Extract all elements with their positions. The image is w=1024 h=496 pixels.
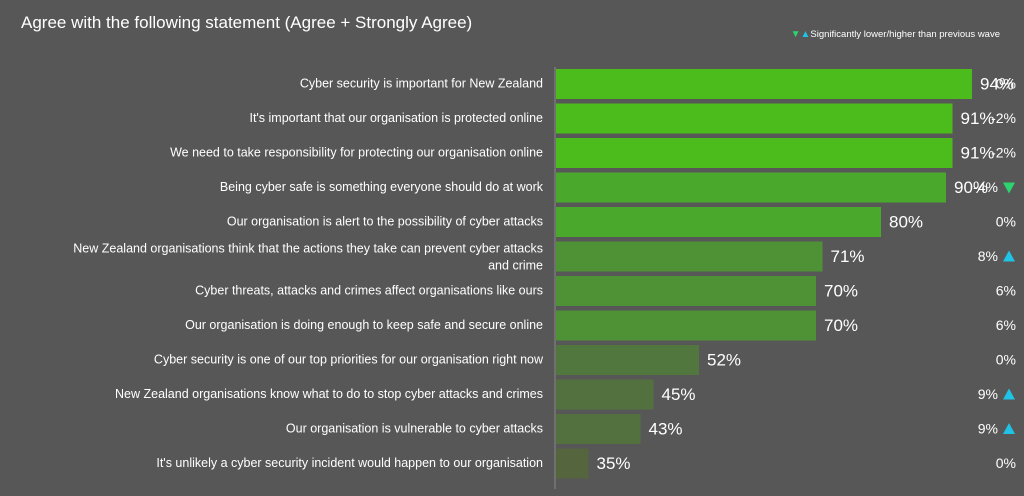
- value-label: 35%: [597, 454, 631, 473]
- triangle-up-icon: [1003, 388, 1015, 400]
- value-label: 71%: [831, 247, 865, 266]
- bar: [556, 103, 953, 134]
- value-label: 70%: [824, 316, 858, 335]
- triangle-down-icon: ▼: [790, 28, 801, 40]
- change-label: 6%: [996, 317, 1016, 333]
- change-label: 0%: [996, 214, 1016, 230]
- change-label: 0%: [996, 352, 1016, 368]
- triangle-down-icon: [1003, 182, 1015, 194]
- category-label: Cyber security is important for New Zeal…: [300, 76, 543, 90]
- category-label: Being cyber safe is something everyone s…: [220, 180, 544, 194]
- category-label: New Zealand organisations think that the…: [73, 242, 543, 273]
- bar: [556, 207, 881, 237]
- bar: [556, 172, 946, 203]
- value-label: 91%: [961, 143, 995, 162]
- bar: [556, 310, 816, 341]
- category-label: Our organisation is doing enough to keep…: [185, 318, 543, 332]
- bar: [556, 138, 953, 168]
- category-label: It's important that our organisation is …: [249, 111, 543, 125]
- chart-title: Agree with the following statement (Agre…: [21, 13, 473, 32]
- category-label: Our organisation is alert to the possibi…: [227, 214, 543, 228]
- category-label: Our organisation is vulnerable to cyber …: [286, 421, 543, 435]
- value-label: 91%: [961, 109, 995, 128]
- value-label: 90%: [954, 178, 988, 197]
- change-label: -2%: [991, 145, 1016, 161]
- change-label: -4%: [973, 179, 998, 195]
- value-label: 70%: [824, 281, 858, 300]
- change-label: 8%: [978, 248, 998, 264]
- change-label: 9%: [978, 386, 998, 402]
- value-label: 43%: [649, 419, 683, 438]
- bar: [556, 241, 823, 272]
- category-label: Cyber threats, attacks and crimes affect…: [195, 283, 543, 297]
- value-label: 94%: [980, 74, 1014, 93]
- bar: [556, 414, 641, 444]
- triangle-up-icon: [1003, 423, 1015, 434]
- triangle-up-icon: ▲: [800, 28, 811, 40]
- category-label: New Zealand organisations know what to d…: [115, 387, 543, 401]
- value-label: 52%: [707, 350, 741, 369]
- change-label: 0%: [996, 76, 1016, 92]
- bar: [556, 379, 654, 410]
- bar: [556, 345, 699, 375]
- value-label: 45%: [662, 385, 696, 404]
- bar: [556, 448, 589, 479]
- bar: [556, 69, 972, 99]
- legend: ▼ ▲ Significantly lower/higher than prev…: [791, 29, 1000, 40]
- change-label: 6%: [996, 283, 1016, 299]
- change-label: 9%: [978, 421, 998, 437]
- change-label: 0%: [996, 455, 1016, 471]
- category-label: It's unlikely a cyber security incident …: [156, 456, 543, 470]
- legend-text: Significantly lower/higher than previous…: [810, 29, 1000, 40]
- category-label: We need to take responsibility for prote…: [170, 145, 543, 159]
- change-label: -2%: [991, 110, 1016, 126]
- triangle-up-icon: [1003, 250, 1015, 262]
- value-label: 80%: [889, 212, 923, 231]
- bar: [556, 276, 816, 306]
- category-label: Cyber security is one of our top priorit…: [154, 352, 544, 366]
